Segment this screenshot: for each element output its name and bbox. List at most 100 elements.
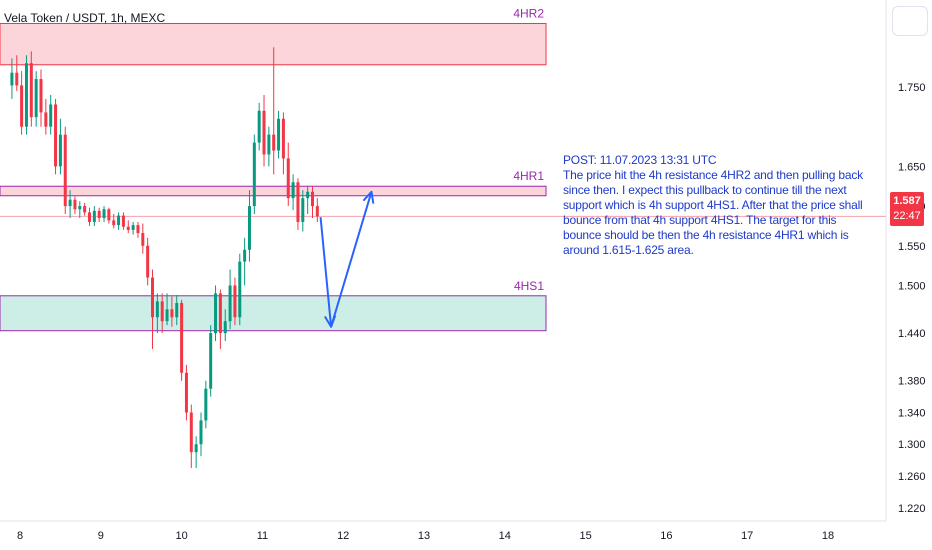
symbol-title: Vela Token / USDT, 1h, MEXC [4, 11, 166, 25]
time-tick-label: 18 [822, 530, 834, 542]
candle-body [29, 63, 33, 118]
candle-body [180, 302, 184, 373]
zone-label-4hr2: 4HR2 [513, 6, 544, 20]
candle-body [49, 104, 53, 127]
bar-countdown: 22:47 [893, 210, 921, 222]
candle-body [10, 72, 14, 86]
candle-body [267, 134, 271, 155]
candle-body [87, 212, 91, 222]
time-tick-label: 16 [660, 530, 672, 542]
last-price-value: 1.587 [893, 195, 921, 207]
candle-body [107, 209, 111, 221]
candle-body [97, 210, 101, 218]
candle-body [281, 118, 285, 159]
candle-body [233, 285, 237, 318]
candle-body [296, 182, 300, 222]
price-tick-label: 1.340 [898, 407, 926, 419]
candle-body [194, 444, 198, 453]
candle-body [252, 142, 256, 207]
note-line: around 1.615-1.625 area. [563, 243, 694, 257]
zone-4hr2 [0, 22, 547, 66]
time-tick-label: 13 [418, 530, 430, 542]
candle-body [15, 72, 19, 86]
candle-body [24, 63, 28, 127]
zone-4hs1 [0, 295, 547, 332]
candle-body [126, 226, 130, 230]
time-tick-label: 14 [499, 530, 511, 542]
note-line: POST: 11.07.2023 13:31 UTC [563, 153, 717, 167]
analysis-note: POST: 11.07.2023 13:31 UTC The price hit… [563, 153, 873, 258]
candle-body [20, 85, 24, 127]
price-tick-label: 1.380 [898, 376, 926, 388]
price-tick-label: 1.550 [898, 241, 926, 253]
last-price-badge: 1.587 22:47 [890, 192, 924, 226]
candle-body [214, 293, 218, 334]
note-line: The price hit the 4h resistance 4HR2 and… [563, 168, 863, 182]
candle-body [257, 110, 261, 143]
candle-body [218, 293, 222, 334]
candle-body [189, 412, 193, 453]
candle-body [68, 199, 72, 207]
candle-body [243, 249, 247, 262]
candle-body [83, 206, 87, 213]
time-tick-label: 8 [17, 530, 23, 542]
candle-body [34, 79, 38, 118]
candle-body [136, 225, 140, 234]
candle-body [306, 191, 310, 199]
candle-body [117, 215, 121, 226]
candle-body [184, 372, 188, 413]
candle-body [58, 134, 62, 167]
zone-label-4hr1: 4HR1 [513, 169, 544, 183]
candle-body [54, 104, 58, 167]
candle-body [151, 277, 155, 318]
candle-body [277, 118, 281, 151]
chart-settings-button[interactable] [892, 6, 928, 36]
price-tick-label: 1.650 [898, 161, 926, 173]
candle-body [160, 301, 164, 322]
price-tick-label: 1.440 [898, 328, 926, 340]
zone-4hr1 [0, 185, 547, 197]
candle-body [223, 321, 227, 334]
price-tick-label: 1.260 [898, 471, 926, 483]
candle-body [102, 209, 106, 218]
price-tick-label: 1.300 [898, 439, 926, 451]
candle-body [131, 225, 135, 230]
candle-body [286, 158, 290, 199]
candle-body [63, 134, 67, 207]
candle-body [39, 79, 43, 113]
candle-body [92, 210, 96, 222]
time-tick-label: 9 [98, 530, 104, 542]
candle-body [44, 112, 48, 127]
candle-body [204, 388, 208, 421]
time-tick-label: 15 [579, 530, 591, 542]
price-tick-label: 1.220 [898, 503, 926, 515]
candle-body [170, 309, 174, 318]
time-tick-label: 12 [337, 530, 349, 542]
time-tick-label: 17 [741, 530, 753, 542]
candle-body [272, 134, 276, 151]
candle-body [121, 215, 125, 227]
candle-body [238, 261, 242, 318]
candle-body [112, 220, 116, 226]
candle-body [228, 285, 232, 322]
note-line: since then. I expect this pullback to co… [563, 183, 847, 197]
candle-body [247, 206, 251, 250]
candle-body [262, 110, 266, 155]
projection-arrowhead-up [362, 190, 375, 204]
candle-body [165, 309, 169, 322]
candle-body [199, 420, 203, 445]
time-tick-label: 10 [175, 530, 187, 542]
time-tick-label: 11 [257, 530, 268, 542]
price-tick-label: 1.500 [898, 280, 926, 292]
candle-body [175, 302, 179, 318]
candle-body [78, 206, 82, 210]
price-tick-label: 1.750 [898, 82, 926, 94]
projection-arrowhead-down [323, 315, 337, 328]
note-line: bounce should be then the 4h resistance … [563, 228, 849, 242]
candle-body [73, 199, 77, 210]
candle-body [141, 233, 145, 246]
candle-body [291, 182, 295, 199]
zone-label-4hs1: 4HS1 [514, 279, 544, 293]
candle-body [146, 245, 150, 278]
